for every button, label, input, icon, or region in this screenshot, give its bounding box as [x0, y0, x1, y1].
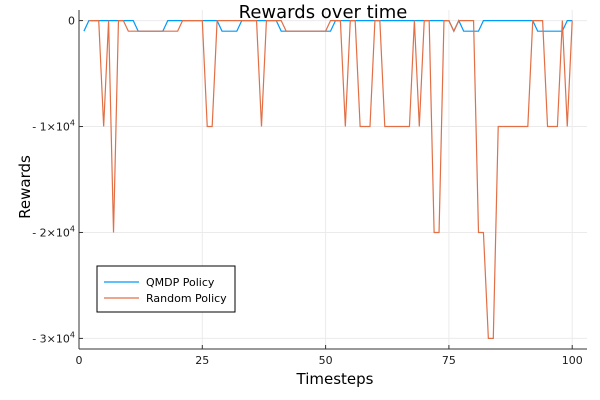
- x-tick-label: 0: [76, 354, 83, 367]
- legend-label-random: Random Policy: [146, 292, 227, 305]
- y-tick-label: - 3×104: [32, 330, 75, 345]
- x-tick-label: 75: [442, 354, 456, 367]
- series-line-qmdp: [83, 19, 573, 33]
- x-axis-label: Timesteps: [296, 370, 374, 388]
- x-tick-label: 100: [562, 354, 583, 367]
- legend-label-qmdp: QMDP Policy: [146, 276, 215, 289]
- series-lines: [83, 19, 573, 340]
- y-tick-label: 0: [68, 15, 75, 28]
- legend: QMDP Policy Random Policy: [96, 265, 236, 313]
- x-tick-label: 50: [319, 354, 333, 367]
- x-tick-labels: 0 25 50 75 100: [76, 345, 583, 367]
- y-tick-label: - 2×104: [32, 224, 75, 239]
- y-tick-label: - 1×104: [32, 119, 75, 134]
- y-tick-labels: 0 - 1×104 - 2×104 - 3×104: [32, 15, 83, 345]
- series-line-random: [88, 19, 573, 340]
- x-tick-label: 25: [195, 354, 209, 367]
- legend-box: [96, 265, 236, 313]
- axes: [78, 10, 587, 350]
- chart-title: Rewards over time: [239, 2, 408, 23]
- y-axis-label: Rewards: [16, 155, 34, 219]
